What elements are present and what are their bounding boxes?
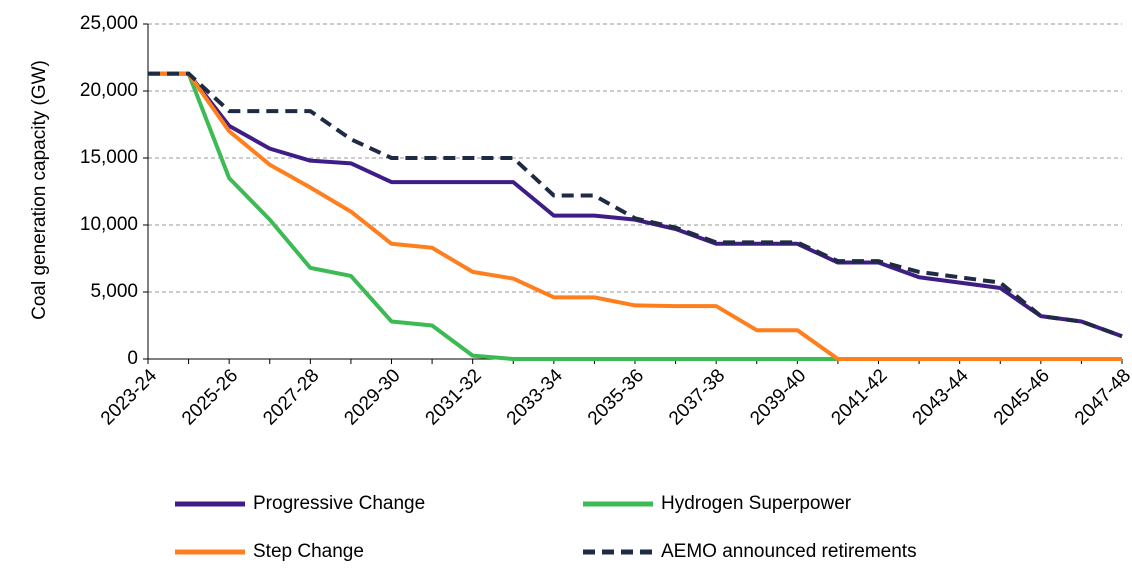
x-tick-label: 2025-26 (178, 365, 242, 429)
y-tick-label: 0 (127, 348, 138, 369)
legend-label: Hydrogen Superpower (661, 493, 852, 514)
y-tick-label: 25,000 (80, 13, 138, 34)
x-tick-label: 2045-46 (990, 365, 1054, 429)
x-tick-label: 2029-30 (340, 365, 404, 429)
y-tick-label: 15,000 (80, 147, 138, 168)
x-tick-label: 2031-32 (422, 365, 486, 429)
x-tick-label: 2041-42 (827, 365, 891, 429)
x-tick-label: 2033-34 (503, 365, 567, 429)
x-tick-label: 2027-28 (259, 365, 323, 429)
legend-label: AEMO announced retirements (661, 541, 917, 562)
x-tick-label: 2047-48 (1071, 365, 1132, 429)
x-tick-label: 2037-38 (665, 365, 729, 429)
x-tick-label: 2035-36 (584, 365, 648, 429)
x-tick-label: 2043-44 (909, 365, 973, 429)
legend-label: Step Change (253, 541, 364, 562)
y-tick-label: 20,000 (80, 80, 138, 101)
y-axis-label: Coal generation capacity (GW) (29, 60, 50, 320)
y-tick-label: 10,000 (80, 214, 138, 235)
legend-label: Progressive Change (253, 493, 425, 514)
x-tick-label: 2023-24 (97, 365, 161, 429)
x-tick-label: 2039-40 (746, 365, 810, 429)
y-tick-label: 5,000 (90, 281, 138, 302)
series-line (148, 71, 1122, 361)
series-line (148, 71, 1123, 339)
